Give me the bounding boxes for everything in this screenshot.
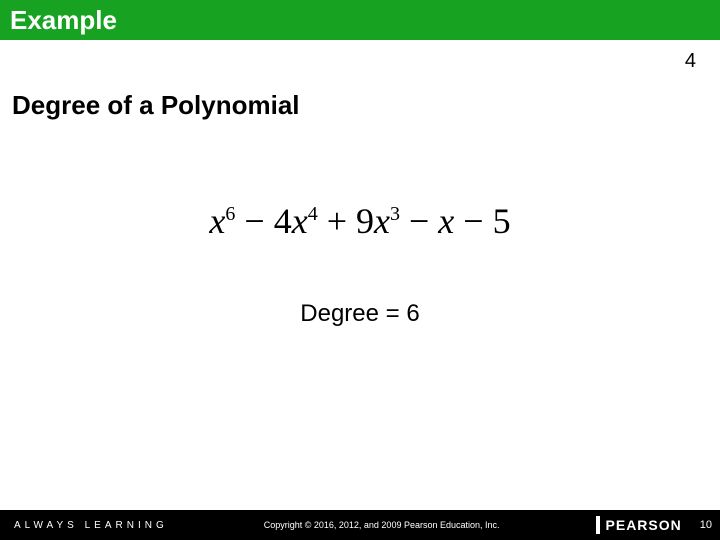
slide-title: Example: [10, 5, 117, 36]
degree-result: Degree = 6: [0, 300, 720, 328]
formula-container: x6 − 4x4 + 9x3 − x − 5: [0, 200, 720, 242]
example-number: 4: [685, 50, 696, 73]
page-number: 10: [694, 519, 712, 531]
title-bar: Example: [0, 0, 720, 40]
footer-bar: ALWAYS LEARNING Copyright © 2016, 2012, …: [0, 510, 720, 540]
footer-copyright: Copyright © 2016, 2012, and 2009 Pearson…: [168, 520, 596, 530]
polynomial-formula: x6 − 4x4 + 9x3 − x − 5: [209, 200, 510, 242]
slide: Example 4 Degree of a Polynomial x6 − 4x…: [0, 0, 720, 540]
pearson-bar-icon: [596, 516, 600, 534]
section-subtitle: Degree of a Polynomial: [12, 90, 300, 121]
pearson-brand-text: PEARSON: [606, 517, 682, 533]
footer-tagline: ALWAYS LEARNING: [0, 520, 168, 531]
footer-right: PEARSON 10: [596, 516, 720, 534]
pearson-logo: PEARSON: [596, 516, 682, 534]
